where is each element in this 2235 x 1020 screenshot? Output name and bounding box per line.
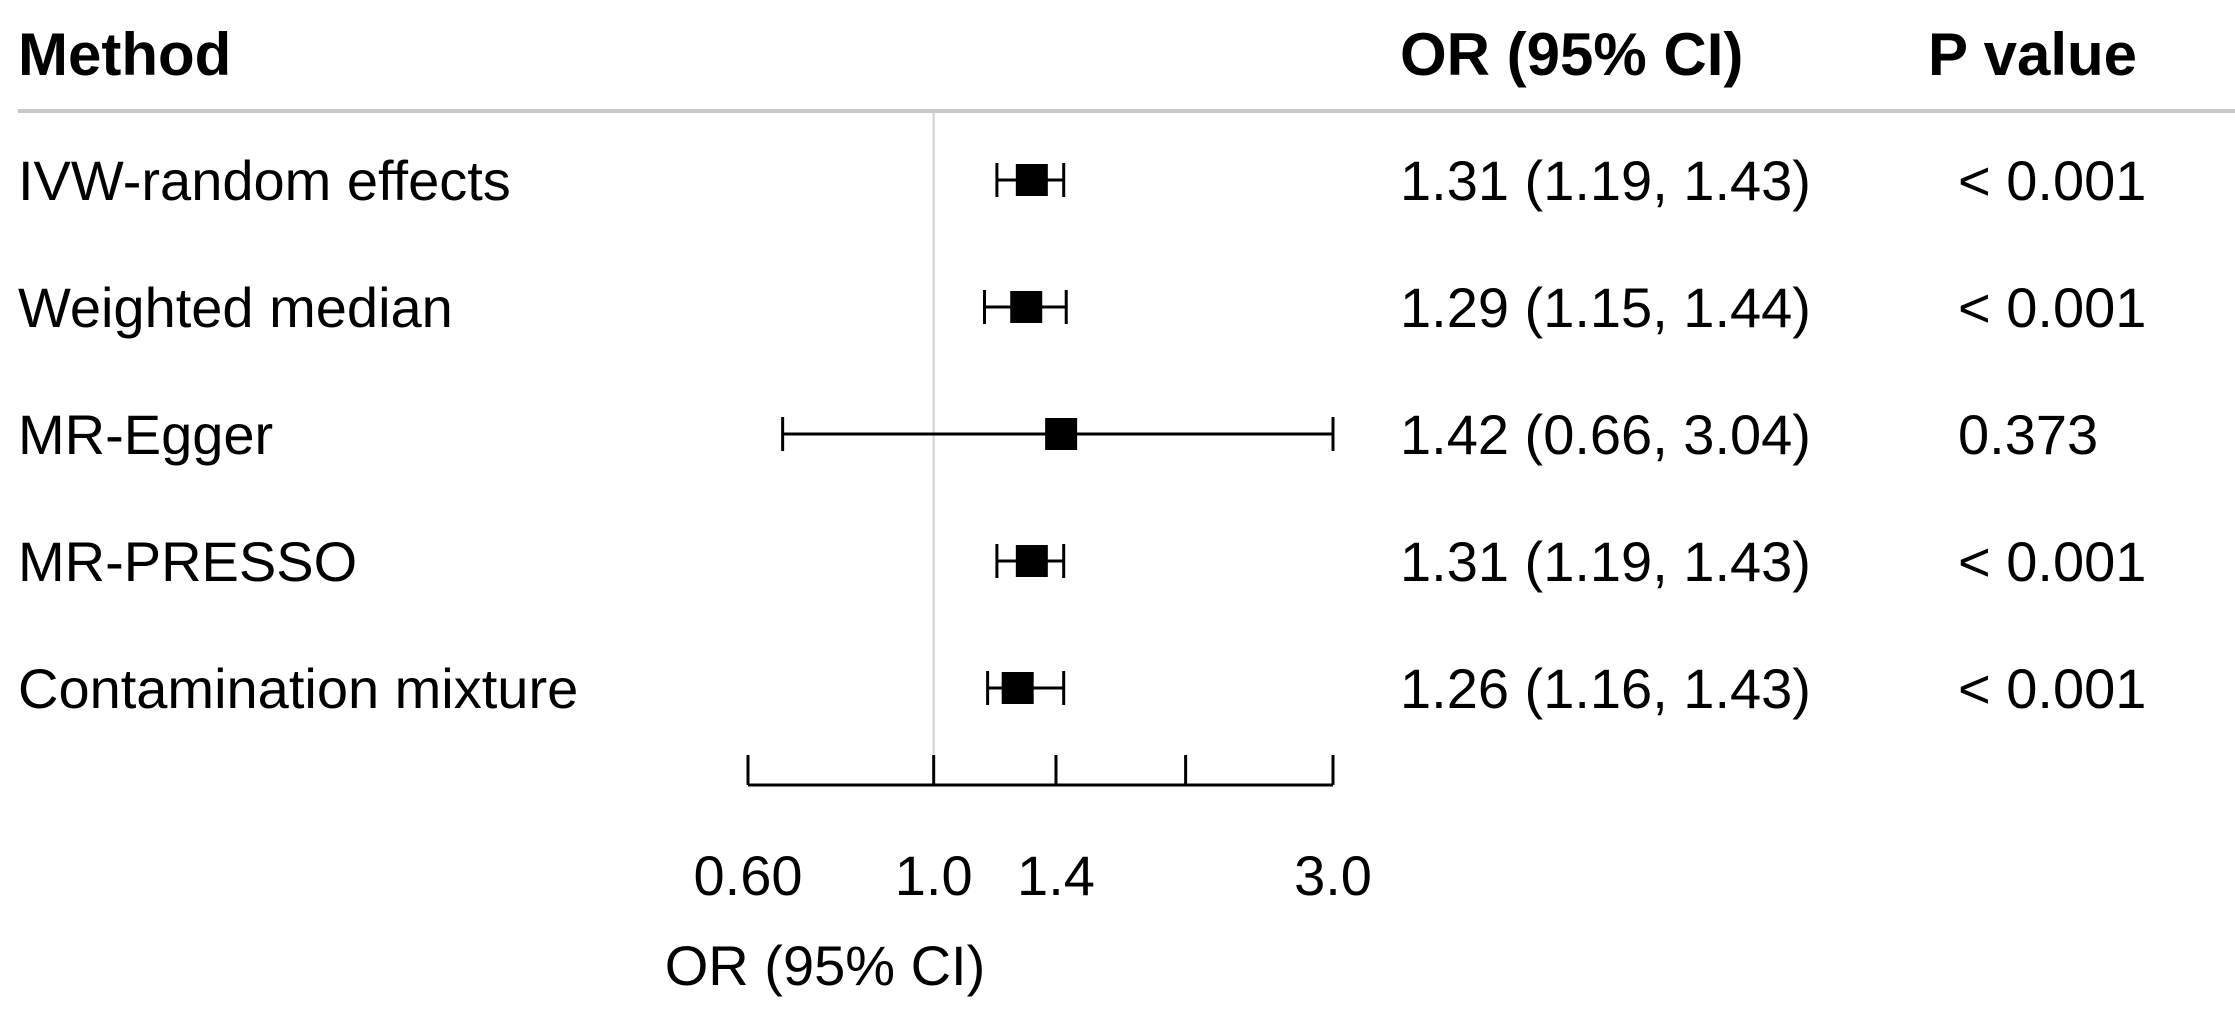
header-or-ci: OR (95% CI): [1400, 21, 1743, 88]
row-p-value: < 0.001: [1958, 530, 2146, 593]
forest-row: Contamination mixture 1.26 (1.16, 1.43) < …: [18, 657, 2146, 720]
row-method-label: MR-Egger: [18, 403, 273, 466]
rows-group: IVW-random effects 1.31 (1.19, 1.43) < 0.0…: [18, 149, 2146, 720]
point-estimate-marker: [1045, 418, 1078, 450]
row-p-value: 0.373: [1958, 403, 2098, 466]
forest-row: MR-Egger 1.42 (0.66, 3.04) 0.373: [18, 403, 2098, 466]
row-p-value: < 0.001: [1958, 657, 2146, 720]
x-axis: 0.60 1.0 1.4 3.0: [694, 755, 1372, 907]
row-or-ci: 1.29 (1.15, 1.44): [1400, 276, 1811, 339]
x-axis-tick-label: 0.60: [694, 844, 803, 907]
header-method: Method: [18, 21, 231, 88]
forest-row: MR-PRESSO 1.31 (1.19, 1.43) < 0.001: [18, 530, 2146, 593]
point-estimate-marker: [1015, 545, 1048, 577]
row-method-label: MR-PRESSO: [18, 530, 357, 593]
row-or-ci: 1.31 (1.19, 1.43): [1400, 149, 1811, 212]
point-estimate-marker: [1001, 672, 1034, 704]
row-or-ci: 1.26 (1.16, 1.43): [1400, 657, 1811, 720]
row-method-label: IVW-random effects: [18, 149, 511, 212]
x-axis-tick-label: 3.0: [1294, 844, 1372, 907]
forest-row: IVW-random effects 1.31 (1.19, 1.43) < 0.0…: [18, 149, 2146, 212]
row-method-label: Weighted median: [18, 276, 453, 339]
forest-row: Weighted median 1.29 (1.15, 1.44) < 0.001: [18, 276, 2146, 339]
x-axis-tick-label: 1.4: [1017, 844, 1095, 907]
x-axis-label: OR (95% CI): [665, 934, 986, 997]
point-estimate-marker: [1010, 291, 1043, 323]
row-p-value: < 0.001: [1958, 276, 2146, 339]
row-or-ci: 1.31 (1.19, 1.43): [1400, 530, 1811, 593]
header-p-value: P value: [1928, 21, 2137, 88]
x-axis-tick-label: 1.0: [895, 844, 973, 907]
point-estimate-marker: [1015, 164, 1048, 196]
row-p-value: < 0.001: [1958, 149, 2146, 212]
row-method-label: Contamination mixture: [18, 657, 578, 720]
row-or-ci: 1.42 (0.66, 3.04): [1400, 403, 1811, 466]
